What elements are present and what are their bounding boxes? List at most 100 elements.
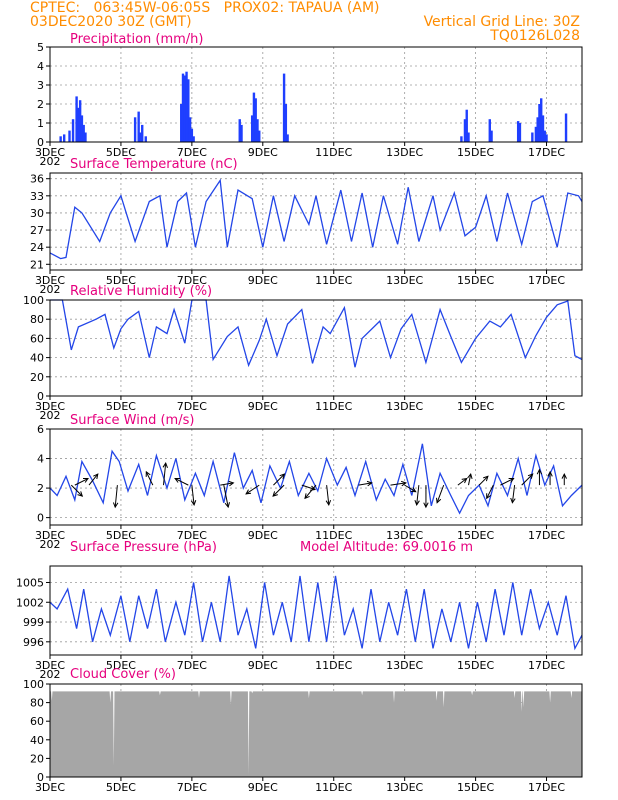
precip-bar bbox=[516, 121, 520, 142]
x-tick-label: 7DEC bbox=[177, 781, 207, 794]
wind-vector-head bbox=[467, 473, 473, 480]
precip-bar bbox=[82, 124, 85, 142]
panel-frame bbox=[49, 299, 583, 397]
x-tick-label: 9DEC bbox=[248, 659, 278, 672]
y-tick-label: 40 bbox=[30, 352, 44, 365]
precip-bar bbox=[254, 98, 257, 142]
x-tick-label: 17DEC bbox=[528, 529, 565, 542]
x-tick-label: 5DEC bbox=[106, 781, 136, 794]
panel-5: 0 20 40 60 80 100 3DEC 5DEC 7DEC 9DEC 11DEC 13DEC 15… bbox=[23, 667, 583, 794]
x-tick-label: 17DEC bbox=[528, 274, 565, 287]
header-line1: CPTEC: 063:45W-06:05S PROX02: TAPAUA (AM… bbox=[30, 0, 380, 16]
x-tick-label: 7DEC bbox=[177, 659, 207, 672]
precip-bar bbox=[252, 92, 256, 142]
precip-bar bbox=[238, 119, 241, 142]
header-model-id: TQ0126L028 bbox=[490, 28, 580, 44]
precip-bar bbox=[465, 109, 468, 142]
wind-vector bbox=[74, 478, 89, 486]
panel-title: Surface Pressure (hPa) bbox=[70, 540, 217, 555]
precip-bar bbox=[180, 104, 183, 142]
wind-vector-head bbox=[527, 473, 534, 480]
panel-title: Precipitation (mm/h) bbox=[70, 32, 203, 47]
x-tick-label: 7DEC bbox=[177, 400, 207, 413]
panel-1: 21 24 27 30 33 36 3DEC 5DEC 7DEC 9DEC 11DEC 13DEC 15… bbox=[30, 157, 583, 296]
panel-frame bbox=[49, 428, 583, 526]
x-tick-label: 5DEC bbox=[106, 529, 136, 542]
x-tick-label: 11DEC bbox=[315, 659, 352, 672]
wind-vector-head bbox=[145, 470, 151, 477]
precip-bar bbox=[80, 115, 84, 142]
wind-vector-head bbox=[400, 480, 407, 487]
precip-bar bbox=[185, 71, 188, 142]
x-tick-label: 9DEC bbox=[248, 529, 278, 542]
x-tick-label: 9DEC bbox=[248, 274, 278, 287]
precip-bar bbox=[59, 136, 62, 142]
wind-vector bbox=[500, 478, 514, 486]
x-tick-label: 13DEC bbox=[386, 400, 423, 413]
precip-bar bbox=[137, 111, 140, 142]
wind-vector bbox=[145, 471, 154, 486]
precip-bar bbox=[284, 104, 288, 142]
y-tick-label: 1005 bbox=[16, 576, 44, 589]
y-tick-label: 20 bbox=[30, 371, 44, 384]
precip-bar bbox=[531, 132, 534, 142]
y-tick-label: 2 bbox=[37, 98, 44, 111]
y-tick-label: 24 bbox=[30, 241, 44, 254]
x-tick-label: 3DEC bbox=[35, 146, 65, 159]
x-tick-label: 15DEC bbox=[457, 400, 494, 413]
panel-title: Surface Wind (m/s) bbox=[70, 413, 194, 428]
x-tick-label: 5DEC bbox=[106, 400, 136, 413]
wind-vector bbox=[358, 482, 372, 486]
precip-bar bbox=[534, 126, 538, 142]
x-tick-label: 5DEC bbox=[106, 274, 136, 287]
wind-vector bbox=[191, 485, 195, 505]
y-tick-label: 33 bbox=[30, 190, 44, 203]
wind-vector bbox=[416, 485, 420, 505]
y-tick-label: 999 bbox=[23, 616, 44, 629]
x-tick-label: 11DEC bbox=[315, 146, 352, 159]
precip-bar bbox=[133, 117, 137, 142]
precip-bar bbox=[536, 117, 539, 142]
wind-vector bbox=[220, 482, 234, 486]
wind-vector bbox=[174, 478, 189, 486]
x-tick-label: 13DEC bbox=[386, 274, 423, 287]
panel-2: 0 20 40 60 80 100 3DEC 5DEC 7DEC 9DEC 11DEC 13DEC 15… bbox=[23, 284, 583, 422]
y-tick-label: 60 bbox=[30, 332, 44, 345]
wind-vector bbox=[162, 463, 167, 486]
wind-vector bbox=[88, 473, 99, 486]
x-tick-label: 11DEC bbox=[315, 781, 352, 794]
precip-bar bbox=[75, 96, 78, 142]
wind-vector-head bbox=[112, 502, 119, 509]
x-tick-label: 15DEC bbox=[457, 274, 494, 287]
precip-bar bbox=[286, 134, 289, 142]
y-tick-label: 21 bbox=[30, 258, 44, 271]
wind-vector-head bbox=[547, 470, 553, 477]
precip-bar bbox=[282, 73, 286, 142]
y-tick-label: 20 bbox=[30, 752, 44, 765]
x-tick-label: 9DEC bbox=[248, 781, 278, 794]
precip-bar bbox=[460, 136, 463, 142]
precip-bar bbox=[545, 134, 548, 142]
precip-bar bbox=[78, 100, 82, 142]
y-tick-label: 1 bbox=[37, 117, 44, 130]
y-tick-label: 3 bbox=[37, 79, 44, 92]
y-tick-label: 2 bbox=[37, 482, 44, 495]
panel-4: 996 999 1002 1005 3DEC 5DEC 7DEC 9DEC 11DEC 13DEC… bbox=[16, 540, 583, 681]
x-tick-label: 11DEC bbox=[315, 274, 352, 287]
x-tick-label: 7DEC bbox=[177, 274, 207, 287]
y-tick-label: 5 bbox=[37, 41, 44, 54]
wind-vector bbox=[468, 474, 472, 486]
wind-vector bbox=[304, 484, 317, 499]
y-tick-label: 4 bbox=[37, 453, 44, 466]
x-tick-label: 13DEC bbox=[386, 659, 423, 672]
wind-vector-head bbox=[304, 493, 310, 500]
y-tick-label: 996 bbox=[23, 636, 44, 649]
series-line bbox=[50, 299, 583, 368]
y-tick-label: 0 bbox=[37, 512, 44, 525]
panel-frame bbox=[49, 46, 583, 143]
precip-bar bbox=[139, 132, 142, 142]
x-tick-label: 3DEC bbox=[35, 659, 65, 672]
wind-vector-head bbox=[279, 473, 286, 480]
precip-bar bbox=[84, 132, 87, 142]
x-tick-label: 3DEC bbox=[35, 529, 65, 542]
